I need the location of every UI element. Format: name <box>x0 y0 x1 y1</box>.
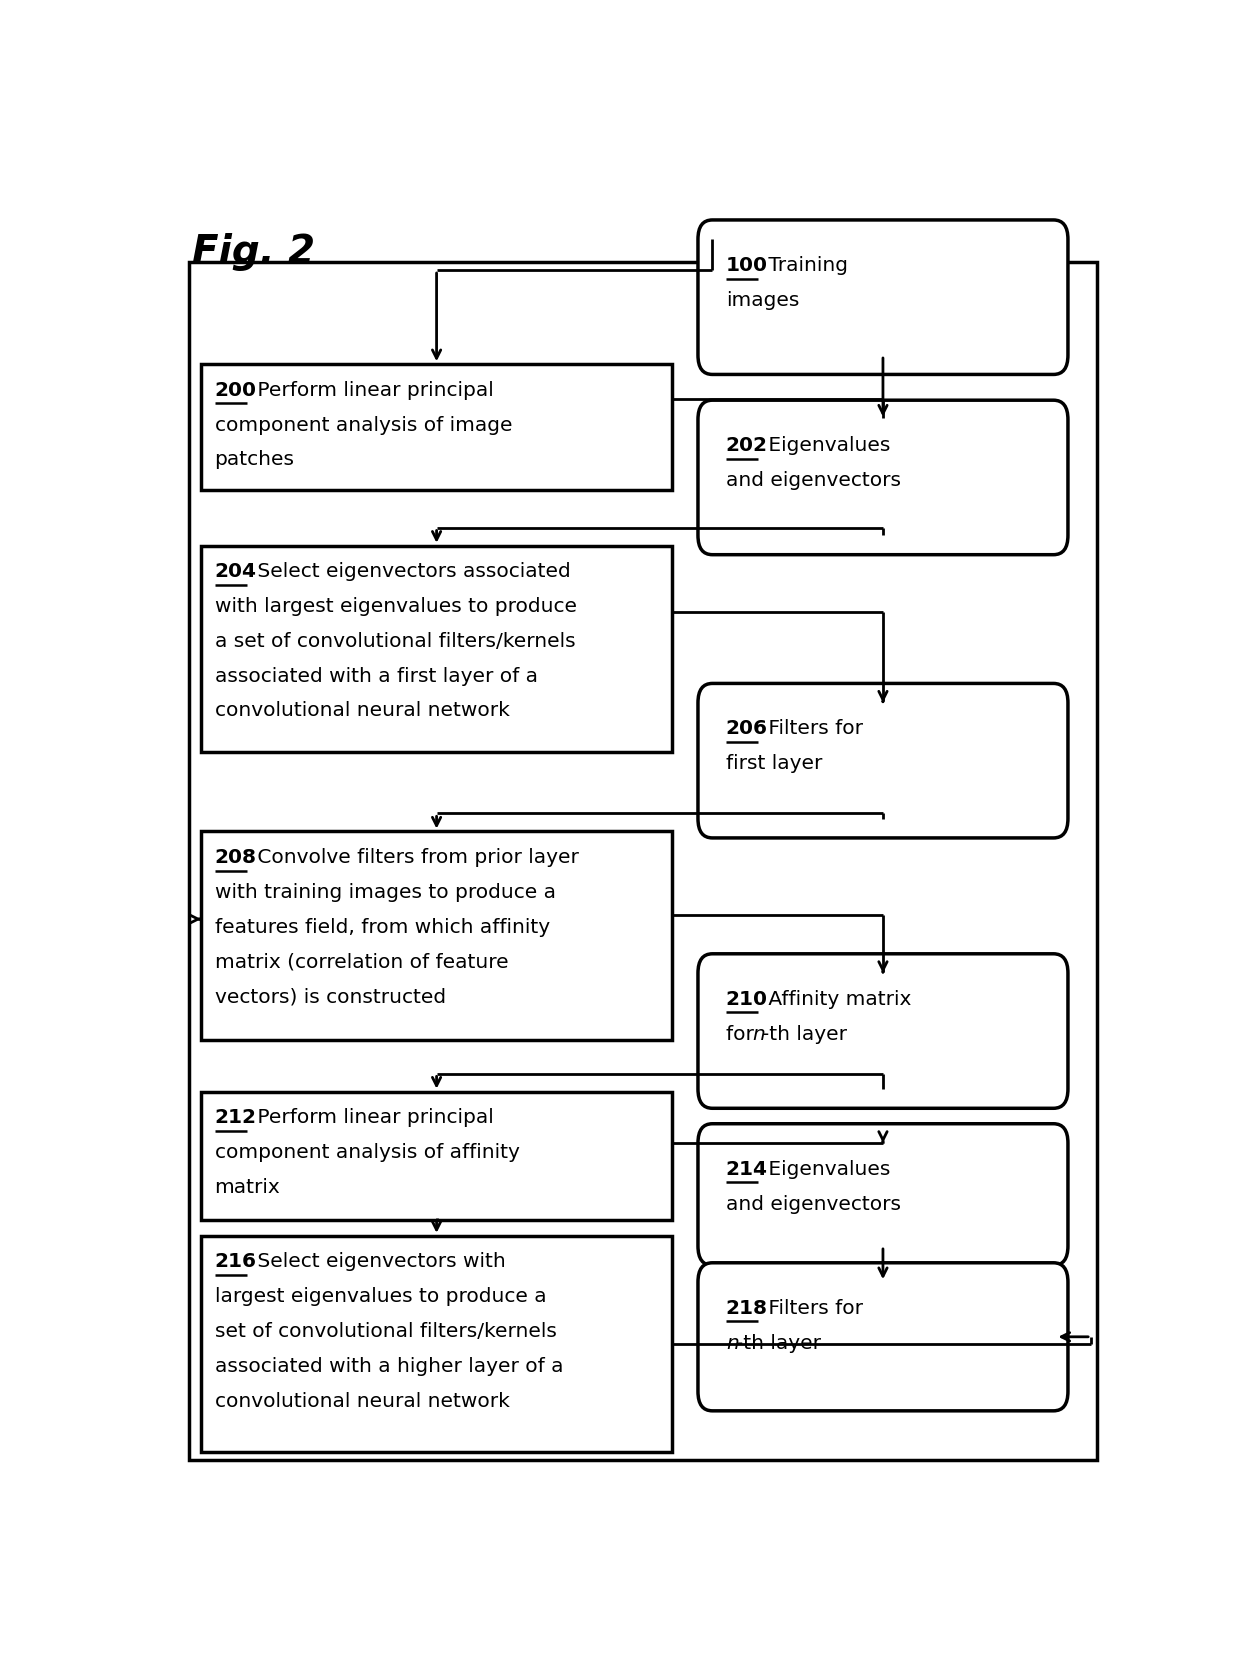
Bar <box>201 1236 672 1451</box>
Text: matrix (correlation of feature: matrix (correlation of feature <box>215 953 508 971</box>
Text: -th layer: -th layer <box>735 1334 821 1353</box>
Text: 216: 216 <box>215 1252 257 1271</box>
Text: 212: 212 <box>215 1109 257 1127</box>
Text: Perform linear principal: Perform linear principal <box>250 1109 494 1127</box>
Text: first layer: first layer <box>725 754 822 772</box>
Text: component analysis of image: component analysis of image <box>215 416 512 435</box>
Text: 206: 206 <box>725 719 768 739</box>
Text: 218: 218 <box>725 1299 768 1318</box>
Text: a set of convolutional filters/kernels: a set of convolutional filters/kernels <box>215 632 575 650</box>
Text: vectors) is constructed: vectors) is constructed <box>215 986 445 1007</box>
Text: with training images to produce a: with training images to produce a <box>215 883 556 901</box>
Text: images: images <box>725 291 800 309</box>
Text: 214: 214 <box>725 1160 768 1179</box>
Text: 200: 200 <box>215 381 257 400</box>
Text: convolutional neural network: convolutional neural network <box>215 702 510 721</box>
Text: 202: 202 <box>725 436 768 455</box>
Text: Eigenvalues: Eigenvalues <box>763 436 890 455</box>
Text: Affinity matrix: Affinity matrix <box>763 990 911 1008</box>
Text: 210: 210 <box>725 990 768 1008</box>
FancyBboxPatch shape <box>698 400 1068 555</box>
Text: associated with a higher layer of a: associated with a higher layer of a <box>215 1356 563 1376</box>
Bar <box>201 831 672 1040</box>
Text: n: n <box>753 1025 765 1043</box>
Text: n: n <box>725 1334 739 1353</box>
Text: and eigenvectors: and eigenvectors <box>725 472 900 490</box>
Text: Fig. 2: Fig. 2 <box>191 232 315 271</box>
FancyBboxPatch shape <box>698 221 1068 375</box>
FancyBboxPatch shape <box>698 1262 1068 1411</box>
Bar <box>201 364 672 490</box>
Text: 100: 100 <box>725 256 768 274</box>
Text: Eigenvalues: Eigenvalues <box>763 1160 890 1179</box>
Text: set of convolutional filters/kernels: set of convolutional filters/kernels <box>215 1323 557 1341</box>
Text: features field, from which affinity: features field, from which affinity <box>215 918 549 936</box>
Bar <box>201 1092 672 1221</box>
Text: and eigenvectors: and eigenvectors <box>725 1194 900 1214</box>
Bar <box>201 545 672 752</box>
Text: component analysis of affinity: component analysis of affinity <box>215 1144 520 1162</box>
Text: with largest eigenvalues to produce: with largest eigenvalues to produce <box>215 597 577 617</box>
Text: patches: patches <box>215 450 295 470</box>
Text: Filters for: Filters for <box>763 1299 863 1318</box>
Text: 204: 204 <box>215 562 257 582</box>
FancyBboxPatch shape <box>698 953 1068 1109</box>
FancyBboxPatch shape <box>698 1124 1068 1266</box>
Text: Training: Training <box>763 256 848 274</box>
Text: matrix: matrix <box>215 1177 280 1197</box>
Text: Select eigenvectors associated: Select eigenvectors associated <box>250 562 570 582</box>
Text: for: for <box>725 1025 760 1043</box>
Text: associated with a first layer of a: associated with a first layer of a <box>215 667 538 686</box>
FancyBboxPatch shape <box>698 684 1068 838</box>
Text: Convolve filters from prior layer: Convolve filters from prior layer <box>250 848 579 868</box>
Text: Select eigenvectors with: Select eigenvectors with <box>250 1252 506 1271</box>
Text: largest eigenvalues to produce a: largest eigenvalues to produce a <box>215 1287 546 1306</box>
Text: convolutional neural network: convolutional neural network <box>215 1391 510 1411</box>
Text: Filters for: Filters for <box>763 719 863 739</box>
Text: Perform linear principal: Perform linear principal <box>250 381 494 400</box>
Text: -th layer: -th layer <box>763 1025 847 1043</box>
Text: 208: 208 <box>215 848 257 868</box>
